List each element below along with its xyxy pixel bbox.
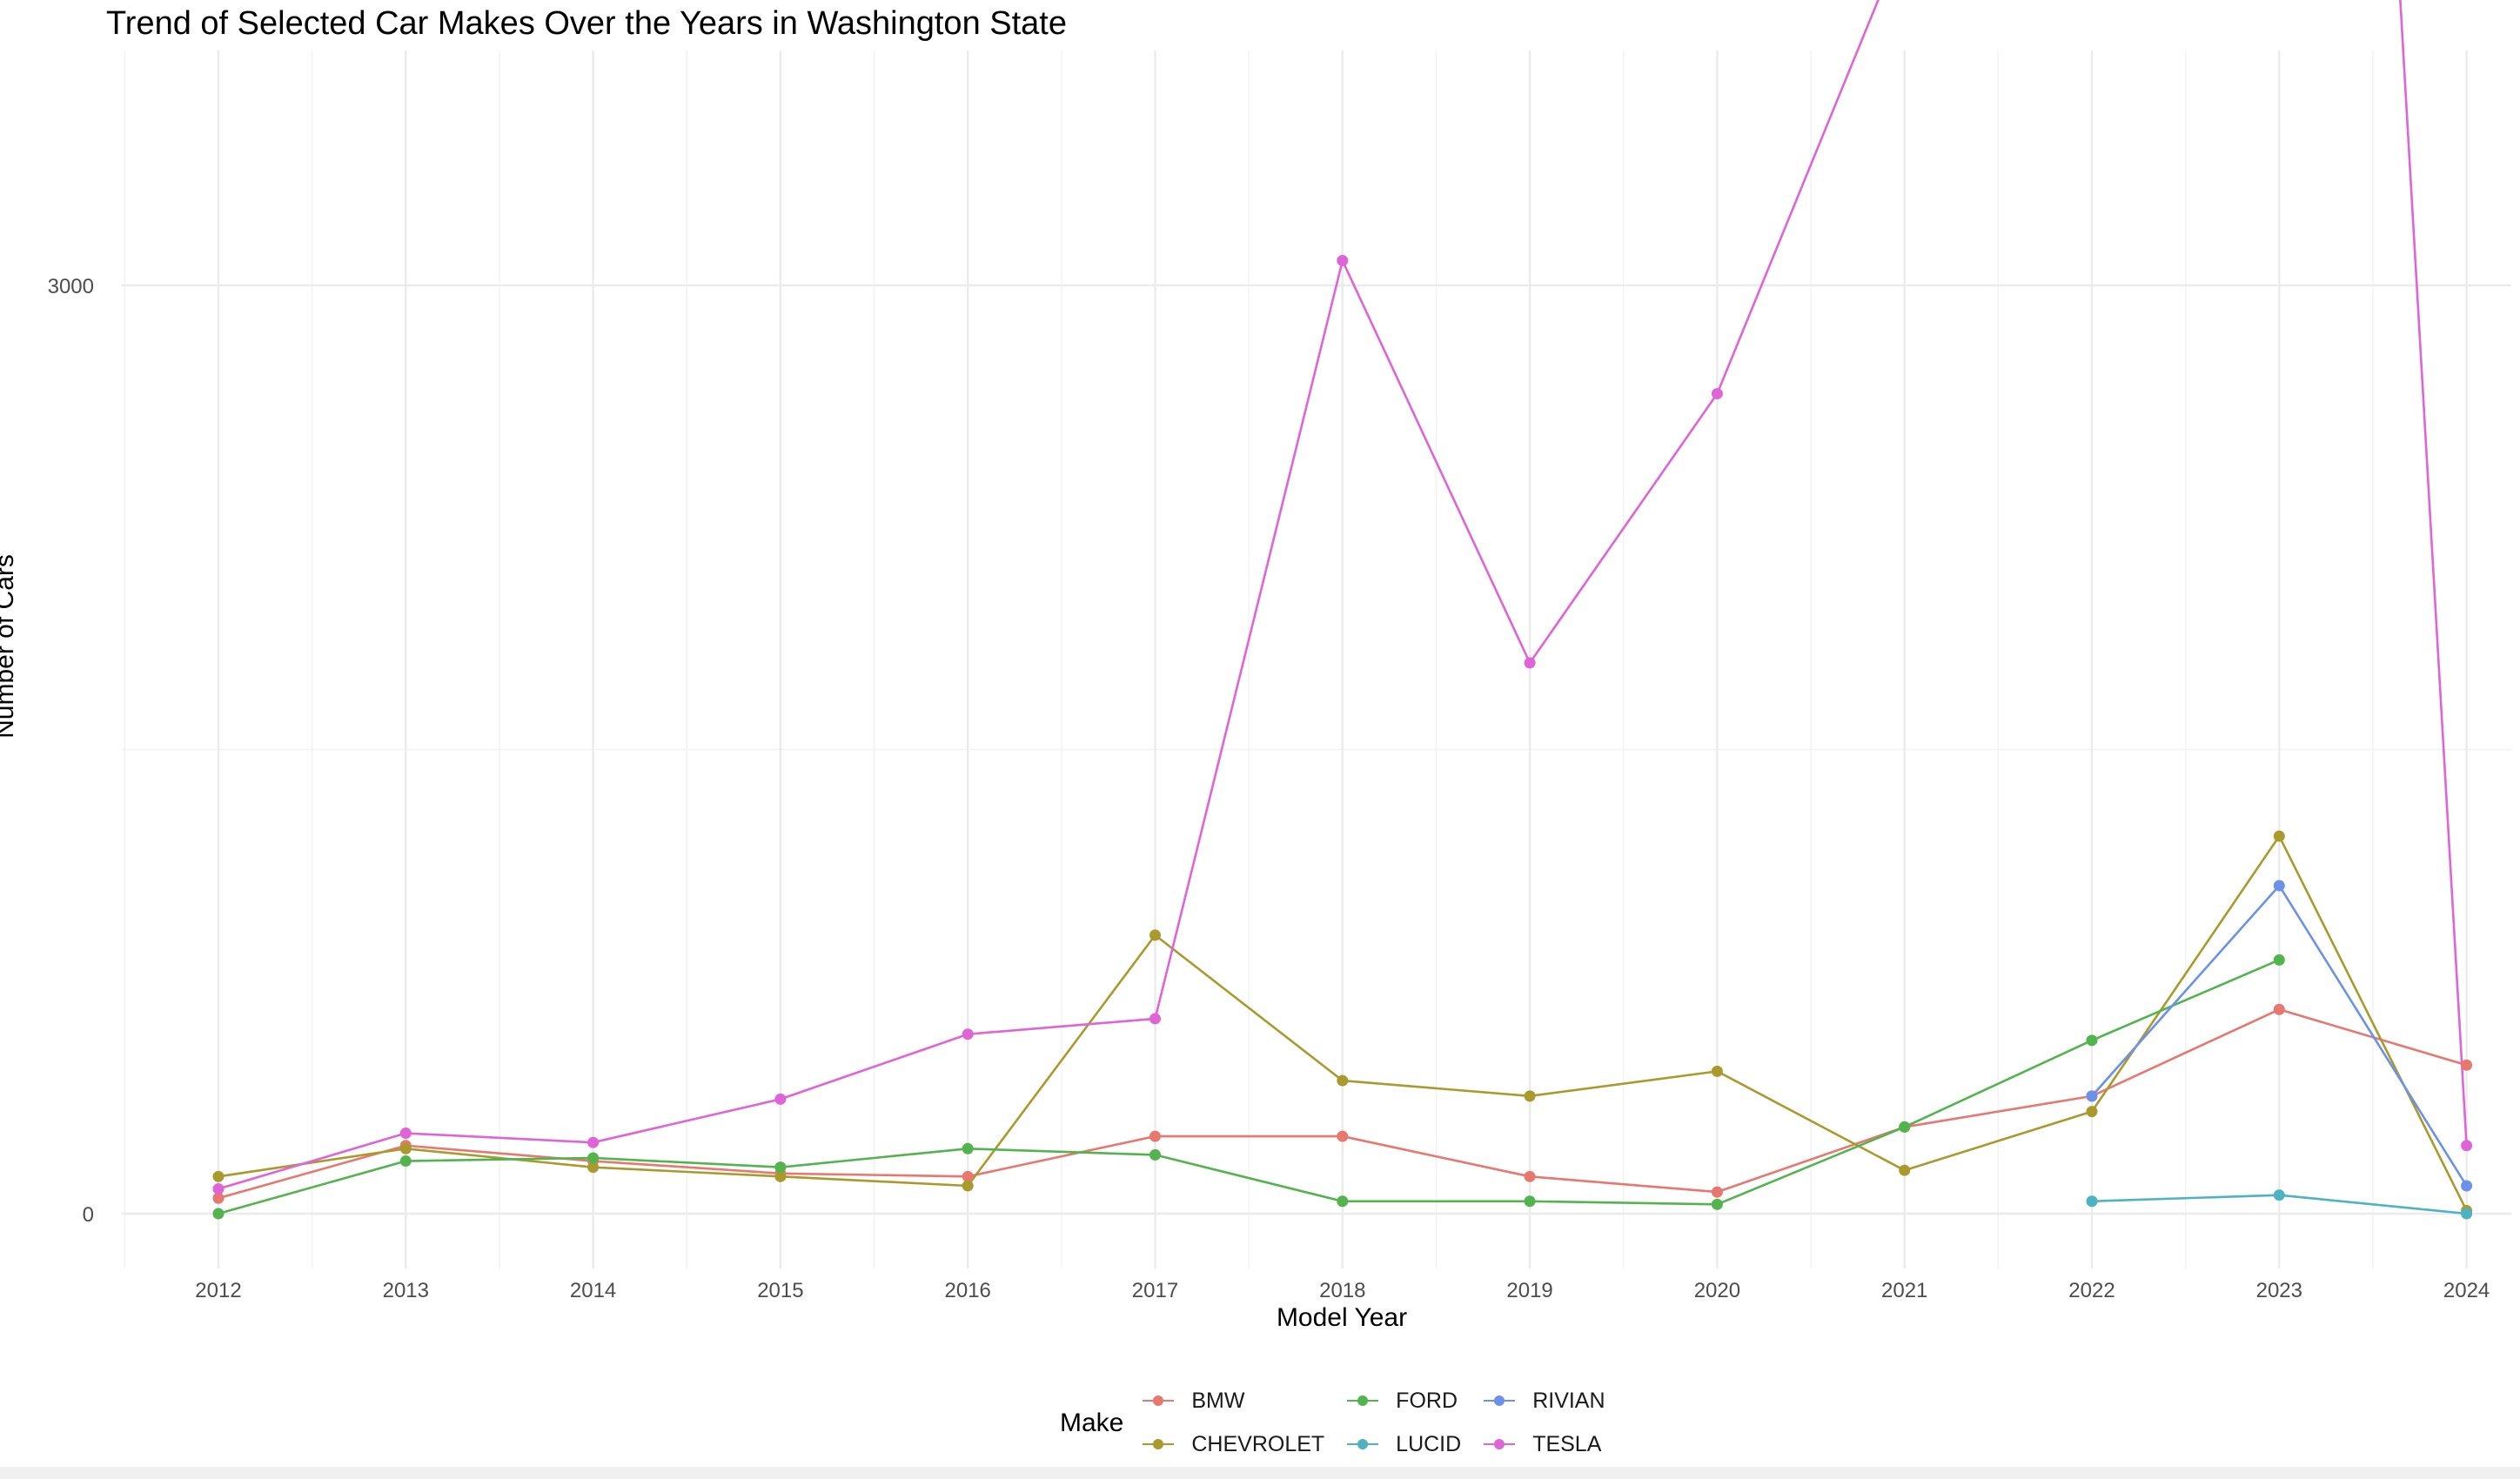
data-point-bmw [962, 1170, 974, 1182]
data-point-ford [212, 1208, 225, 1220]
data-point-chevrolet [1524, 1090, 1536, 1102]
data-point-tesla [1711, 387, 1723, 399]
legend-label: TESLA [1532, 1431, 1602, 1456]
legend-label: FORD [1396, 1388, 1458, 1413]
x-tick-label: 2019 [1506, 1279, 1552, 1302]
legend-key [1344, 1392, 1382, 1409]
x-tick-label: 2015 [757, 1279, 803, 1302]
data-point-tesla [1524, 657, 1536, 669]
data-point-chevrolet [1899, 1164, 1911, 1176]
y-axis-tick-labels: 0300060009000 [48, 275, 94, 1227]
x-tick-label: 2018 [1319, 1279, 1365, 1302]
data-point-bmw [2461, 1059, 2473, 1071]
x-tick-label: 2023 [2256, 1279, 2302, 1302]
legend-item-bmw: BMW [1139, 1379, 1324, 1422]
data-point-ford [1149, 1148, 1161, 1161]
data-point-ford [399, 1155, 412, 1168]
data-point-chevrolet [399, 1142, 412, 1154]
y-tick-label: 3000 [48, 275, 94, 298]
data-point-tesla [212, 1183, 225, 1195]
data-point-tesla [962, 1028, 974, 1041]
legend-key [1480, 1392, 1518, 1409]
data-point-ford [2086, 1034, 2098, 1047]
x-tick-label: 2014 [570, 1279, 616, 1302]
data-point-lucid [2273, 1189, 2285, 1201]
legend-key [1139, 1392, 1177, 1409]
legend-item-rivian: RIVIAN [1480, 1379, 1605, 1422]
legend-items: BMW CHEVROLET FORD LUCID RIVIAN TESLA [1139, 1379, 1605, 1466]
data-point-tesla [2461, 1140, 2473, 1152]
data-point-ford [1711, 1198, 1723, 1210]
legend-item-ford: FORD [1344, 1379, 1461, 1422]
legend-item-tesla: TESLA [1480, 1422, 1605, 1466]
data-point-bmw [1337, 1130, 1349, 1142]
x-tick-label: 2020 [1694, 1279, 1740, 1302]
x-tick-label: 2021 [1881, 1279, 1927, 1302]
legend-title: Make [1060, 1409, 1124, 1437]
data-point-bmw [1149, 1130, 1161, 1142]
x-axis-label: Model Year [1276, 1303, 1408, 1332]
data-point-rivian [2461, 1180, 2473, 1192]
legend-item-chevrolet: CHEVROLET [1139, 1422, 1324, 1466]
legend-label: LUCID [1396, 1431, 1462, 1456]
x-tick-label: 2017 [1132, 1279, 1178, 1302]
data-point-chevrolet [1711, 1065, 1723, 1077]
bottom-strip [0, 1467, 2520, 1479]
series-points [212, 255, 2473, 1220]
data-point-rivian [2086, 1090, 2098, 1102]
data-point-tesla [399, 1128, 412, 1140]
x-tick-label: 2012 [195, 1279, 241, 1302]
x-tick-label: 2016 [945, 1279, 991, 1302]
legend-item-lucid: LUCID [1344, 1422, 1461, 1466]
x-tick-label: 2022 [2068, 1279, 2115, 1302]
series-line-ford [218, 959, 2280, 1215]
data-point-chevrolet [587, 1161, 600, 1174]
data-point-ford [1524, 1195, 1536, 1208]
legend-label: CHEVROLET [1191, 1431, 1325, 1456]
data-point-bmw [1711, 1186, 1723, 1198]
data-point-bmw [212, 1192, 225, 1204]
x-tick-label: 2013 [383, 1279, 429, 1302]
data-point-tesla [1149, 1013, 1161, 1025]
data-point-lucid [2461, 1208, 2473, 1220]
data-point-ford [1337, 1195, 1349, 1208]
data-point-chevrolet [962, 1180, 974, 1192]
legend-key [1139, 1436, 1177, 1453]
legend: Make BMW CHEVROLET FORD LUCID RIVIAN TESLA [1060, 1379, 1605, 1466]
data-point-chevrolet [774, 1170, 787, 1182]
data-point-chevrolet [212, 1170, 225, 1182]
data-point-chevrolet [1337, 1074, 1349, 1087]
data-point-ford [774, 1161, 787, 1174]
legend-label: BMW [1191, 1388, 1245, 1413]
data-point-ford [587, 1152, 600, 1164]
data-point-chevrolet [1149, 929, 1161, 941]
data-point-ford [1899, 1121, 1911, 1133]
x-tick-label: 2024 [2443, 1279, 2490, 1302]
data-point-bmw [2273, 1003, 2285, 1015]
data-point-tesla [587, 1136, 600, 1148]
minor-gridlines [122, 50, 2511, 1268]
legend-label: RIVIAN [1532, 1388, 1605, 1413]
data-point-bmw [1524, 1170, 1536, 1182]
y-tick-label: 0 [83, 1203, 94, 1227]
data-point-tesla [774, 1093, 787, 1105]
data-point-rivian [2273, 880, 2285, 892]
data-point-tesla [1337, 255, 1349, 267]
data-point-ford [962, 1142, 974, 1154]
legend-key [1344, 1436, 1382, 1453]
data-point-chevrolet [2273, 830, 2285, 842]
x-axis-tick-labels: 2012 2013 2014 2015 2016 2017 2018 2019 2020 2021… [195, 1279, 2490, 1302]
legend-key [1480, 1436, 1518, 1453]
data-point-ford [2273, 954, 2285, 966]
chart-title: Trend of Selected Car Makes Over the Yea… [106, 5, 1067, 42]
major-gridlines [122, 50, 2511, 1268]
data-point-lucid [2086, 1195, 2098, 1208]
data-point-chevrolet [2086, 1106, 2098, 1118]
